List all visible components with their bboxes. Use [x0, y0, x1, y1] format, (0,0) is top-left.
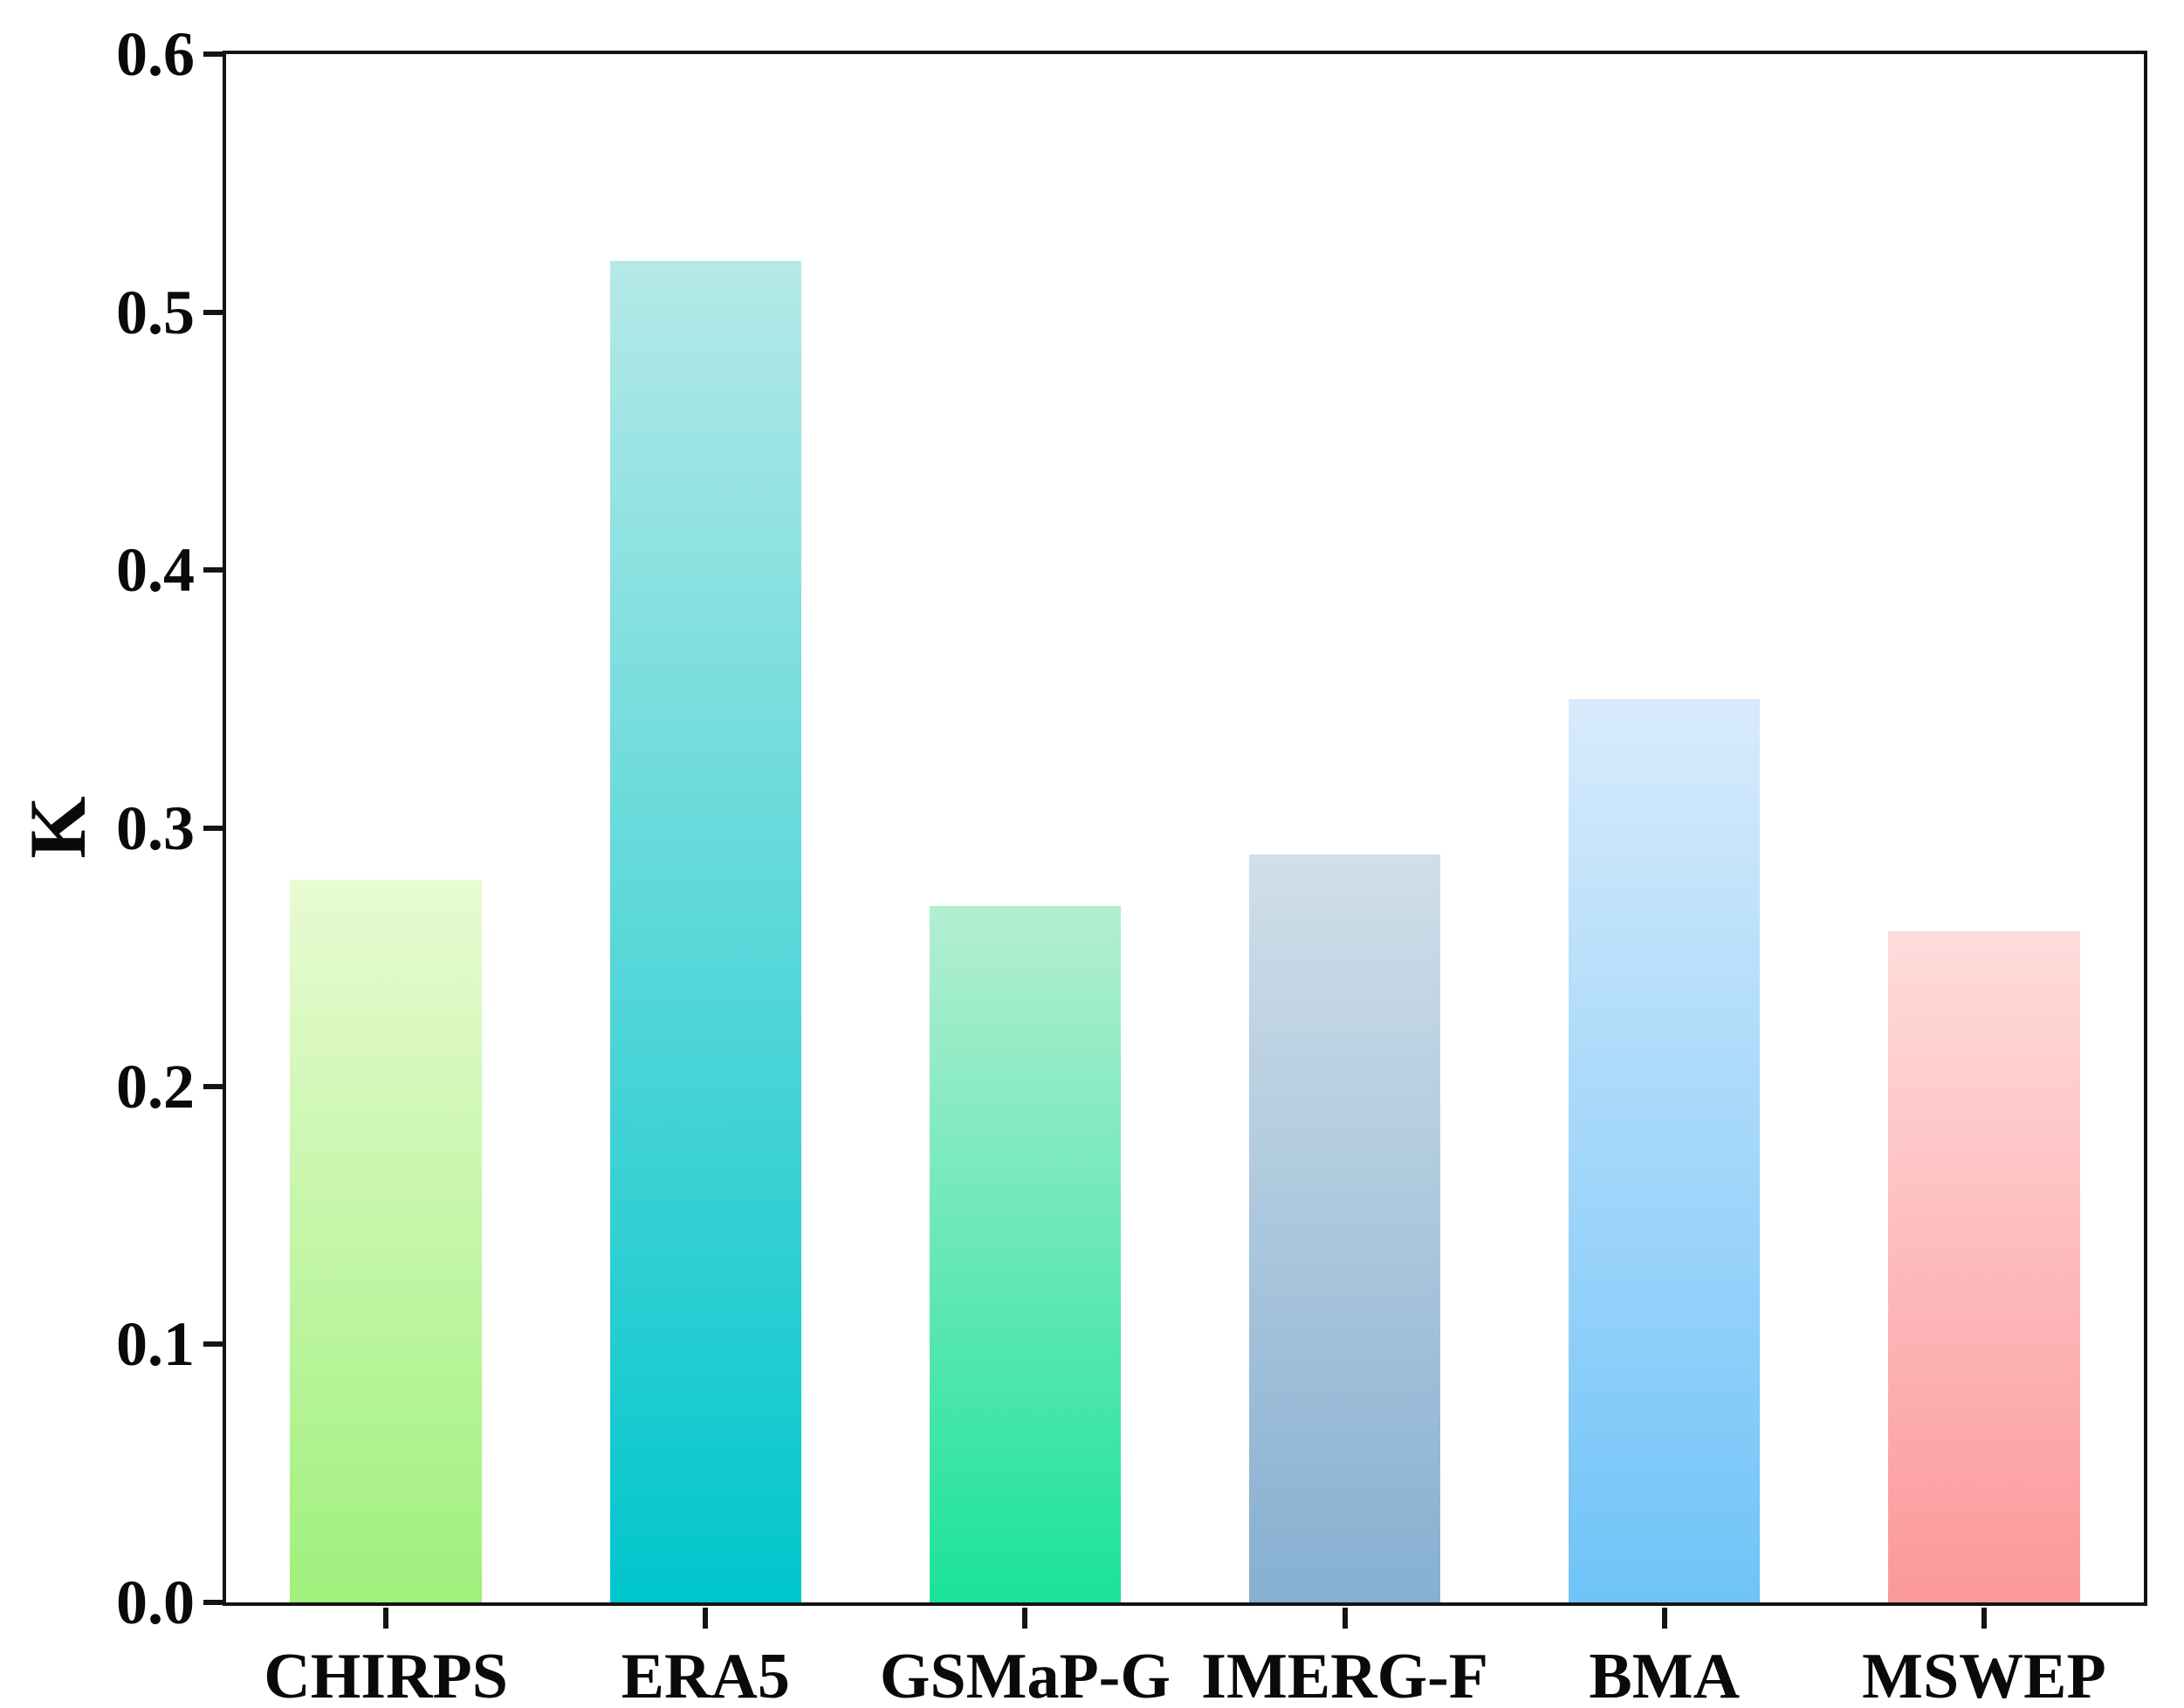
x-tick-mark [383, 1608, 389, 1629]
x-category-label: GSMaP-G [879, 1641, 1171, 1708]
y-tick-mark [203, 567, 223, 573]
y-tick-mark [203, 51, 223, 57]
x-tick-mark [1342, 1608, 1348, 1629]
bar-imerg-f [1248, 854, 1441, 1602]
y-tick-label: 0.0 [116, 1567, 195, 1637]
y-tick-mark [203, 309, 223, 315]
x-category-label: CHIRPS [264, 1641, 508, 1708]
x-tick-mark [703, 1608, 709, 1629]
y-tick-label: 0.3 [116, 793, 195, 863]
x-tick-mark [1661, 1608, 1667, 1629]
plot-area: 0.0 0.1 0.2 0.3 0.4 0.5 0.6 CHIRPS ERA5 GSMaP-G I… [116, 23, 2147, 1708]
bar-gsmap-g [929, 905, 1122, 1602]
bar-chirps [290, 880, 482, 1602]
bar-era5 [609, 260, 801, 1602]
x-category-label: BMA [1589, 1641, 1741, 1708]
bar-mswep [1888, 931, 2080, 1602]
y-tick-label: 0.6 [116, 19, 195, 89]
y-tick-label: 0.2 [116, 1051, 195, 1122]
y-axis-title: K [13, 796, 102, 859]
x-category-label: IMERG-F [1201, 1641, 1489, 1708]
y-tick-label: 0.4 [116, 535, 195, 606]
x-category-label: ERA5 [621, 1641, 790, 1708]
x-category-label: MSWEP [1862, 1641, 2106, 1708]
y-tick-mark [203, 1600, 223, 1605]
y-tick-mark [203, 1083, 223, 1089]
x-tick-mark [1022, 1608, 1028, 1629]
y-tick-label: 0.5 [116, 277, 195, 347]
bar-bma [1569, 699, 1761, 1602]
y-tick-mark [203, 1341, 223, 1348]
y-tick-mark [203, 826, 223, 831]
y-tick-label: 0.1 [116, 1309, 195, 1380]
x-tick-mark [1981, 1608, 1987, 1629]
